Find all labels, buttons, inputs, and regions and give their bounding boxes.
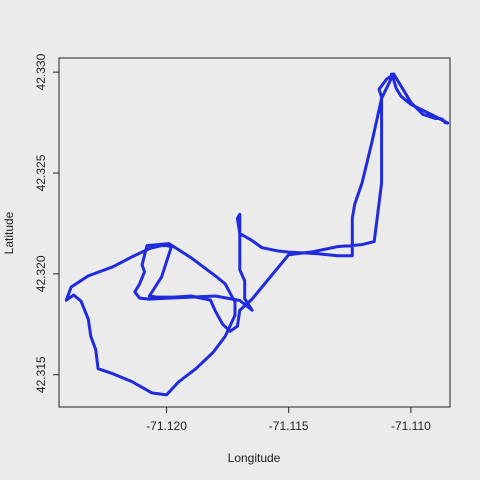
plot-area [64, 72, 450, 397]
x-axis: -71.120 -71.115 -71.110 [146, 407, 431, 433]
x-tick-label: -71.110 [391, 419, 431, 433]
y-axis: 42.315 42.320 42.325 42.330 [34, 53, 59, 393]
y-tick-label: 42.330 [34, 53, 48, 90]
y-tick-label: 42.315 [34, 356, 48, 393]
x-axis-label: Longitude [228, 451, 281, 465]
x-tick-label: -71.120 [146, 419, 187, 433]
route-line [64, 72, 450, 397]
plot-frame [58, 57, 451, 408]
y-axis-label: Latitude [2, 211, 16, 254]
y-tick-label: 42.320 [34, 255, 48, 292]
y-tick-label: 42.325 [34, 154, 48, 191]
x-tick-label: -71.115 [269, 419, 309, 433]
